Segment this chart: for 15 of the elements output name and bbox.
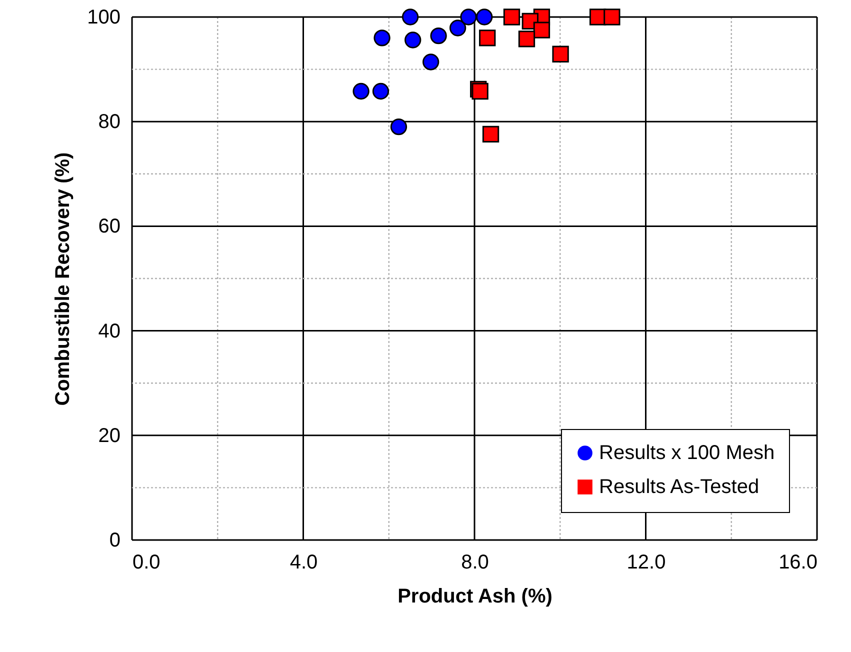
y-tick-label: 100 <box>87 6 120 28</box>
x-tick-label: 12.0 <box>626 552 666 574</box>
y-tick-label: 0 <box>109 530 120 552</box>
y-axis-title: Combustible Recovery (%) <box>52 152 74 406</box>
y-tick-label: 20 <box>98 424 120 447</box>
x-tick-label: 16.0 <box>778 552 818 574</box>
y-tick-label: 40 <box>98 320 120 342</box>
x-axis-title: Product Ash (%) <box>398 586 552 608</box>
x-tick-label: 8.0 <box>461 552 489 574</box>
legend-label: Results x 100 Mesh <box>599 442 775 464</box>
y-tick-label: 60 <box>98 216 120 238</box>
y-tick-label: 80 <box>98 111 120 134</box>
x-tick-label: 4.0 <box>290 552 318 574</box>
x-tick-label: 0.0 <box>132 552 160 574</box>
legend-label: Results As-Tested <box>599 476 760 498</box>
